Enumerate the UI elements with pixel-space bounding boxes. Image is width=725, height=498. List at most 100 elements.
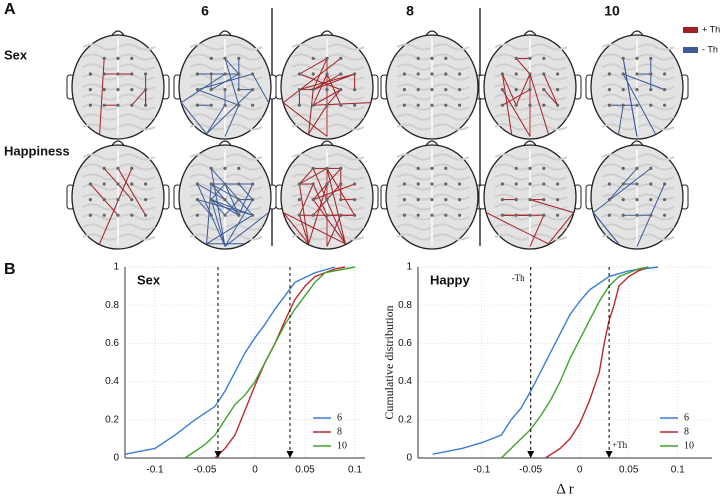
electrode (542, 166, 546, 170)
electrode (209, 72, 213, 76)
electrode (209, 213, 213, 217)
electrode (556, 182, 560, 186)
electrode (663, 198, 667, 202)
electrode (353, 198, 357, 202)
electrode (542, 182, 546, 186)
connection (312, 73, 342, 91)
connection (99, 168, 133, 244)
connection (206, 183, 212, 244)
electrode (458, 213, 462, 217)
head (380, 140, 484, 250)
electrode (514, 72, 518, 76)
electrode (209, 182, 213, 186)
x-tick-label: -0.05 (519, 465, 542, 476)
electrode (88, 88, 92, 92)
threshold-label: +Th (612, 440, 628, 450)
threshold-arrow (605, 451, 613, 458)
y-tick-label: 0.6 (105, 338, 119, 349)
x-tick-label: -0.1 (146, 465, 164, 476)
electrode (325, 103, 329, 107)
electrode (353, 88, 357, 92)
electrode (223, 166, 227, 170)
electrode (223, 103, 227, 107)
threshold-arrow (527, 451, 535, 458)
electrode (635, 88, 639, 92)
connection (313, 73, 355, 91)
electrode (621, 103, 625, 107)
connection (210, 183, 240, 201)
electrode (251, 182, 255, 186)
panel-label: A (4, 1, 16, 18)
electrode (542, 198, 546, 202)
connection (622, 58, 638, 137)
electrode (542, 103, 546, 107)
connection (313, 102, 371, 106)
electrode (402, 72, 406, 76)
connection (197, 199, 253, 216)
electrode (416, 88, 420, 92)
electrode (251, 88, 255, 92)
electrode (663, 103, 667, 107)
connection (312, 199, 346, 245)
threshold-arrow (214, 451, 222, 458)
electrode (430, 182, 434, 186)
connection (326, 214, 342, 247)
electrode (297, 72, 301, 76)
electrode (88, 103, 92, 107)
connection (622, 73, 656, 135)
connection (224, 212, 270, 247)
electrode (223, 182, 227, 186)
electrode (325, 166, 329, 170)
electrode (528, 182, 532, 186)
connection (206, 214, 253, 245)
electrode (311, 103, 315, 107)
electrode (339, 166, 343, 170)
connection (224, 58, 240, 106)
head (275, 30, 379, 140)
electrode (195, 103, 199, 107)
electrode (514, 166, 518, 170)
electrode (528, 72, 532, 76)
electrode (195, 88, 199, 92)
electrode (416, 56, 420, 61)
electrode (458, 198, 462, 202)
electrode (311, 166, 315, 170)
column-header: 10 (604, 3, 620, 19)
electrode (663, 88, 667, 92)
electrode (635, 213, 639, 217)
connection (224, 58, 240, 75)
connection (210, 214, 226, 247)
electrode (649, 103, 653, 107)
electrode (116, 198, 120, 202)
connection (299, 57, 328, 75)
connection (543, 89, 558, 106)
electrode (635, 56, 639, 61)
electrode (649, 182, 653, 186)
y-tick-label: 0.2 (398, 414, 412, 425)
y-tick-label: 0.4 (398, 376, 412, 387)
electrode (88, 198, 92, 202)
legend-label: - Th (702, 44, 718, 54)
electrode (339, 213, 343, 217)
electrode (237, 88, 241, 92)
connection (197, 89, 239, 106)
electrode (209, 198, 213, 202)
electrode (195, 213, 199, 217)
head (585, 30, 689, 140)
electrode (556, 72, 560, 76)
electrode (556, 213, 560, 217)
electrode (209, 88, 213, 92)
y-tick-label: 0.4 (105, 376, 119, 387)
plot-area (125, 267, 365, 458)
connection (299, 73, 341, 91)
electrode (500, 72, 504, 76)
electrode (311, 213, 315, 217)
electrode (607, 213, 612, 217)
electrode (444, 56, 448, 61)
chart-title: Happy (430, 272, 471, 287)
electrode (353, 72, 357, 76)
y-tick-label: 0 (406, 453, 412, 464)
electrode (458, 182, 462, 186)
electrode (130, 72, 134, 76)
connection (308, 183, 328, 244)
